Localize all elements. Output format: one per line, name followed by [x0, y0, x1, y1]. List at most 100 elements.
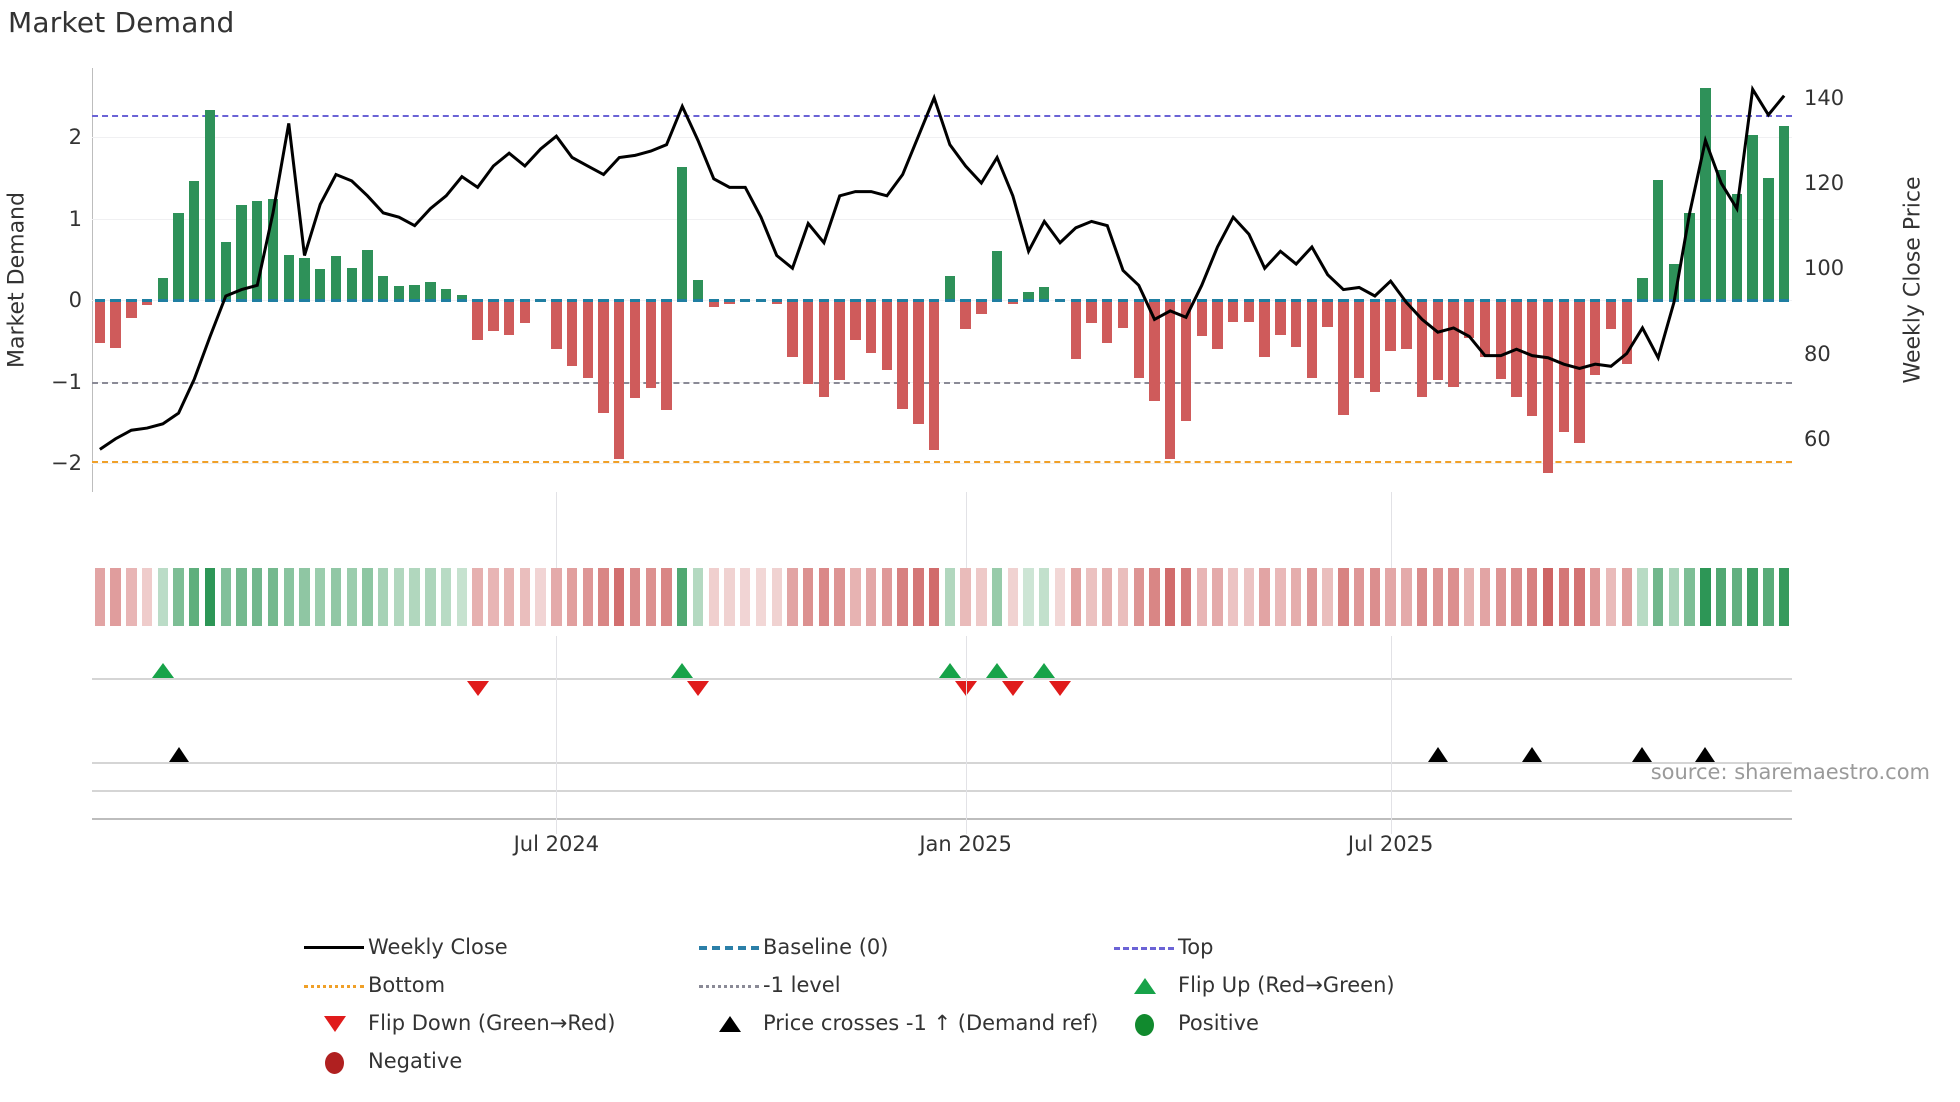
baseline-segment: [220, 298, 231, 302]
heat-cell: [393, 568, 405, 626]
flip-up-marker: [671, 663, 694, 678]
left-axis-spine: [92, 68, 93, 492]
heat-cell: [976, 568, 987, 626]
y-tick-label-right: 60: [1804, 426, 1831, 451]
baseline-segment: [252, 298, 263, 302]
legend-item[interactable]: Flip Down (Green→Red): [300, 1004, 695, 1042]
baseline-segment: [724, 298, 735, 302]
heat-cell: [1133, 568, 1144, 626]
heat-cell: [1763, 568, 1774, 626]
heat-cell: [425, 568, 436, 626]
heat-cell: [173, 568, 184, 626]
demand-bar: [1574, 300, 1585, 444]
baseline-segment: [1605, 298, 1617, 302]
y-tick-label-left: 0: [68, 288, 82, 313]
legend-label: Positive: [1178, 1011, 1259, 1035]
legend-item[interactable]: -1 level: [695, 966, 1110, 1004]
y-tick-label-right: 80: [1804, 341, 1831, 366]
demand-bar: [1668, 263, 1680, 301]
demand-bar: [440, 288, 452, 301]
baseline-segment: [582, 298, 593, 302]
legend-item[interactable]: Baseline (0): [695, 928, 1110, 966]
line-dotted-gray-glyph: [699, 985, 759, 988]
triangle-down-red-icon: [300, 1013, 368, 1033]
heat-cell: [1621, 568, 1632, 626]
baseline-segment: [1511, 298, 1522, 302]
baseline-segment: [740, 298, 751, 302]
price-cross-marker: [1695, 747, 1716, 762]
heat-cell: [1243, 568, 1255, 626]
legend-label: Negative: [368, 1049, 463, 1073]
x-guide: [965, 636, 967, 818]
demand-bar: [614, 300, 625, 460]
legend-label: -1 level: [763, 973, 841, 997]
triangle-up-green-icon: [1110, 975, 1178, 995]
baseline-segment: [850, 298, 861, 302]
legend-item[interactable]: Weekly Close: [300, 928, 695, 966]
line-dashed-purple-glyph: [1114, 947, 1174, 950]
heat-cell: [708, 568, 719, 626]
heat-cell: [661, 568, 672, 626]
demand-bar: [928, 300, 940, 451]
demand-bar: [708, 300, 719, 307]
flip-down-marker: [466, 681, 489, 696]
legend-item[interactable]: Top: [1110, 928, 1213, 966]
demand-bar: [881, 300, 893, 371]
legend-label: Baseline (0): [763, 935, 889, 959]
demand-bar: [503, 300, 515, 336]
legend-item[interactable]: Bottom: [300, 966, 695, 1004]
heat-cell: [551, 568, 562, 626]
baseline-segment: [1070, 298, 1081, 302]
baseline-segment: [472, 298, 483, 302]
baseline-segment: [1763, 298, 1774, 302]
heat-cell: [1039, 568, 1050, 626]
baseline-segment: [1117, 298, 1129, 302]
source-attribution: source: sharemaestro.com: [1650, 760, 1930, 784]
baseline-segment: [598, 298, 609, 302]
heat-cell: [913, 568, 924, 626]
legend-label: Price crosses -1 ↑ (Demand ref): [763, 1011, 1099, 1035]
heat-cell: [1464, 568, 1475, 626]
legend-item[interactable]: Positive: [1110, 1004, 1259, 1042]
heat-cell: [1778, 568, 1790, 626]
gridline: [92, 218, 1792, 220]
legend-item[interactable]: Negative: [300, 1042, 695, 1080]
demand-bar: [362, 249, 373, 301]
demand-bar: [865, 300, 877, 354]
demand-bar: [1605, 300, 1617, 329]
baseline-segment: [1527, 298, 1538, 302]
legend-item[interactable]: Price crosses -1 ↑ (Demand ref): [695, 1004, 1110, 1042]
baseline-segment: [1086, 298, 1097, 302]
baseline-segment: [503, 298, 515, 302]
heat-cell: [1338, 568, 1349, 626]
flip-up-marker: [938, 663, 961, 678]
heat-cell: [834, 568, 845, 626]
heat-cell: [315, 568, 326, 626]
baseline-segment: [803, 298, 814, 302]
heat-cell: [818, 568, 830, 626]
heat-cell: [157, 568, 168, 626]
demand-bar: [456, 295, 468, 301]
heat-cell: [1700, 568, 1711, 626]
heat-cell: [991, 568, 1003, 626]
baseline-segment: [1054, 298, 1066, 302]
heat-cell: [1353, 568, 1365, 626]
baseline-segment: [865, 298, 877, 302]
baseline-segment: [1448, 298, 1459, 302]
baseline-segment: [1102, 298, 1113, 302]
legend-item[interactable]: Flip Up (Red→Green): [1110, 966, 1395, 1004]
legend-label: Flip Up (Red→Green): [1178, 973, 1395, 997]
baseline-segment: [425, 298, 436, 302]
demand-bar: [1385, 300, 1396, 351]
heat-cell: [362, 568, 373, 626]
demand-bar: [551, 300, 562, 350]
heat-cell: [1102, 568, 1113, 626]
heat-cell: [850, 568, 861, 626]
demand-bar: [1165, 300, 1176, 460]
demand-bar: [1684, 213, 1695, 301]
demand-bar: [1259, 300, 1270, 358]
baseline-segment: [440, 298, 452, 302]
demand-bar: [913, 300, 924, 425]
demand-bar: [1495, 300, 1506, 380]
legend-label: Top: [1178, 935, 1214, 959]
